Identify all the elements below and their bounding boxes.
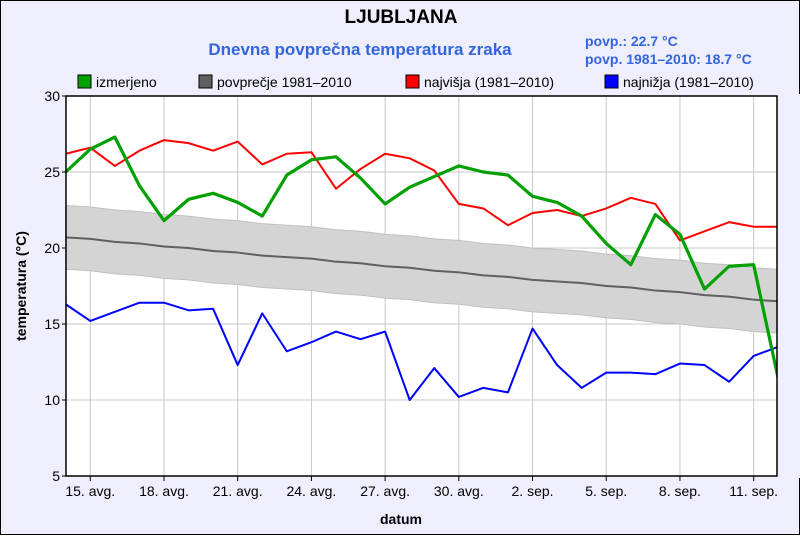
x-tick-label: 30. avg.	[434, 483, 484, 499]
x-tick-label: 24. avg.	[286, 483, 336, 499]
legend-swatch	[199, 75, 212, 88]
x-tick-label: 18. avg.	[139, 483, 189, 499]
stat-average: povp.: 22.7 °C	[585, 33, 678, 49]
x-tick-label: 2. sep.	[512, 483, 554, 499]
legend-label: najvišja (1981–2010)	[424, 74, 554, 90]
x-tick-label: 11. sep.	[729, 483, 778, 499]
legend: izmerjeno povprečje 1981–2010 najvišja (19…	[78, 74, 754, 90]
legend-label: povprečje 1981–2010	[217, 74, 352, 90]
x-tick-label: 15. avg.	[65, 483, 115, 499]
legend-label: najnižja (1981–2010)	[623, 74, 754, 90]
plot-area: 5 10 15 20 25 30 15. avg. 18. avg. 21. avg. 24. a…	[44, 88, 800, 499]
y-tick-label: 5	[52, 468, 60, 484]
legend-swatch	[78, 75, 91, 88]
x-tick-label: 5. sep.	[585, 483, 627, 499]
y-axis-label: temperatura (°C)	[13, 231, 29, 341]
chart-title: LJUBLJANA	[345, 7, 458, 28]
y-tick-label: 20	[44, 240, 60, 256]
legend-swatch	[406, 75, 419, 88]
x-tick-label: 21. avg.	[213, 483, 263, 499]
y-tick-label: 30	[44, 88, 60, 104]
x-tick-label: 27. avg.	[360, 483, 410, 499]
y-tick-label: 10	[44, 392, 60, 408]
chart-subtitle: Dnevna povprečna temperatura zraka	[208, 40, 512, 59]
legend-swatch	[605, 75, 618, 88]
y-tick-label: 15	[44, 316, 60, 332]
x-tick-label: 8. sep.	[659, 483, 701, 499]
legend-label: izmerjeno	[96, 74, 157, 90]
y-tick-label: 25	[44, 164, 60, 180]
plot-right-mask	[777, 94, 800, 478]
stat-average-1981-2010: povp. 1981–2010: 18.7 °C	[585, 51, 752, 67]
x-axis-label: datum	[380, 511, 422, 527]
